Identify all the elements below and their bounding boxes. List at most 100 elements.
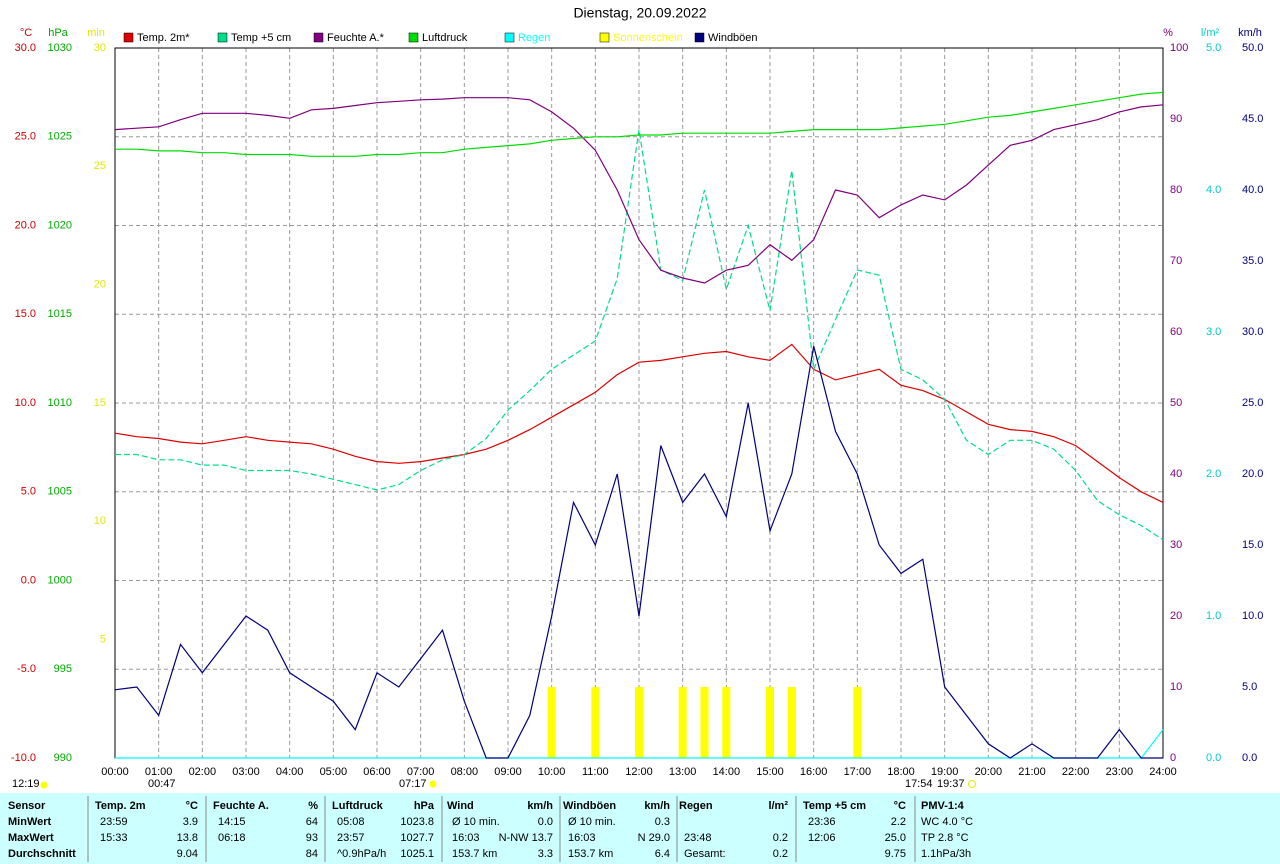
legend-swatch	[217, 32, 228, 43]
y-tick-label: 1.0	[1206, 610, 1221, 622]
sun-bar	[700, 687, 709, 758]
y-tick-label: 30	[94, 42, 106, 54]
table-cell: Ø 10 min.	[452, 816, 500, 828]
y-tick-label: 15.0	[1242, 539, 1263, 551]
table-background	[0, 793, 1280, 864]
x-tick-label: 04:00	[276, 766, 304, 778]
y-tick-label: 40	[1170, 468, 1182, 480]
x-tick-label: 20:00	[975, 766, 1003, 778]
table-header: Wind	[447, 800, 474, 812]
sun-icon	[968, 780, 976, 788]
table-cell: MaxWert	[8, 832, 54, 844]
y-tick-label: 1000	[48, 574, 72, 586]
y-tick-label: 10.0	[1242, 610, 1263, 622]
y-tick-label: 20	[94, 279, 106, 291]
table-cell: 3.9	[183, 816, 198, 828]
table-header: °C	[894, 800, 906, 812]
chart-title: Dienstag, 20.09.2022	[573, 5, 706, 21]
x-tick-label: 14:00	[713, 766, 741, 778]
table-cell: 2.2	[891, 816, 906, 828]
y-tick-label: 5.0	[1242, 681, 1257, 693]
table-cell: 23:57	[337, 832, 365, 844]
table-cell: N-NW 13.7	[499, 832, 553, 844]
x-tick-label: 19:00	[931, 766, 959, 778]
table-header: Sensor	[8, 800, 46, 812]
table-cell: 6.4	[655, 848, 670, 860]
legend-label: Regen	[518, 32, 550, 44]
y-tick-label: 3.0	[1206, 326, 1221, 338]
y-tick-label: 70	[1170, 255, 1182, 267]
legend-label: Sonnenschein	[613, 32, 683, 44]
legend-swatch	[123, 32, 134, 43]
table-cell: 0.2	[773, 848, 788, 860]
table-cell: WC 4.0 °C	[921, 816, 973, 828]
table-header: km/h	[527, 800, 553, 812]
table-header: km/h	[644, 800, 670, 812]
table-cell: 13.8	[177, 832, 198, 844]
x-tick-label: 10:00	[538, 766, 566, 778]
y-tick-label: 0.0	[1242, 752, 1257, 764]
annotation: 19:37	[937, 778, 965, 790]
y-tick-label: 40.0	[1242, 184, 1263, 196]
table-cell: 14:15	[218, 816, 246, 828]
table-cell: 153.7 km	[452, 848, 497, 860]
y-tick-label: 0.0	[1206, 752, 1221, 764]
y-tick-label: 25	[94, 160, 106, 172]
table-cell: 64	[306, 816, 318, 828]
x-tick-label: 12:00	[625, 766, 653, 778]
legend-swatch	[504, 32, 515, 43]
sun-bar	[635, 687, 643, 758]
sun-bar	[678, 687, 687, 758]
sun-icon	[40, 781, 48, 789]
table-cell: 0.2	[773, 832, 788, 844]
y-tick-label: -5.0	[17, 663, 36, 675]
sun-bar	[722, 687, 731, 758]
y-tick-label: 995	[54, 663, 72, 675]
y-tick-label: 1015	[48, 308, 72, 320]
table-header: PMV-1:4	[921, 800, 965, 812]
series-line	[115, 729, 1164, 759]
y-tick-label: 1025	[48, 131, 72, 143]
y-tick-label: 10	[94, 515, 106, 527]
table-cell: 25.0	[885, 832, 906, 844]
axis-unit: hPa	[48, 27, 68, 39]
y-tick-label: 30.0	[1242, 326, 1263, 338]
legend-swatch	[694, 32, 705, 43]
y-tick-label: 990	[54, 752, 72, 764]
series-line	[115, 91, 1164, 157]
axis-unit: min	[87, 27, 105, 39]
table-cell: 15:33	[100, 832, 128, 844]
axis-unit: l/m²	[1201, 27, 1220, 39]
annotation: 07:17	[399, 778, 427, 790]
table-cell: 16:03	[568, 832, 596, 844]
sun-bar	[591, 687, 600, 758]
axis-unit: %	[1163, 27, 1173, 39]
y-tick-label: 60	[1170, 326, 1182, 338]
x-tick-label: 22:00	[1062, 766, 1090, 778]
y-tick-label: 50.0	[1242, 42, 1263, 54]
table-cell: 05:08	[337, 816, 365, 828]
series-line	[115, 129, 1164, 541]
y-tick-label: 20.0	[1242, 468, 1263, 480]
y-tick-label: 80	[1170, 184, 1182, 196]
table-cell: Gesamt:	[684, 848, 726, 860]
table-cell: ^0.9hPa/h	[337, 848, 386, 860]
table-cell: 3.3	[538, 848, 553, 860]
sun-bar	[547, 687, 556, 758]
axis-unit: °C	[20, 27, 32, 39]
table-cell: 23:59	[100, 816, 128, 828]
y-tick-label: 20	[1170, 610, 1182, 622]
table-cell: 0.0	[538, 816, 553, 828]
table-cell: 12:06	[808, 832, 836, 844]
axis-unit: km/h	[1238, 27, 1262, 39]
table-cell: 1025.1	[400, 848, 434, 860]
table-cell: 23:36	[808, 816, 836, 828]
x-tick-label: 09:00	[494, 766, 522, 778]
x-tick-label: 21:00	[1018, 766, 1046, 778]
table-cell: 0.3	[655, 816, 670, 828]
legend-swatch	[599, 32, 610, 43]
table-cell: 153.7 km	[568, 848, 613, 860]
x-tick-label: 11:00	[582, 766, 609, 778]
table-cell: 06:18	[218, 832, 246, 844]
